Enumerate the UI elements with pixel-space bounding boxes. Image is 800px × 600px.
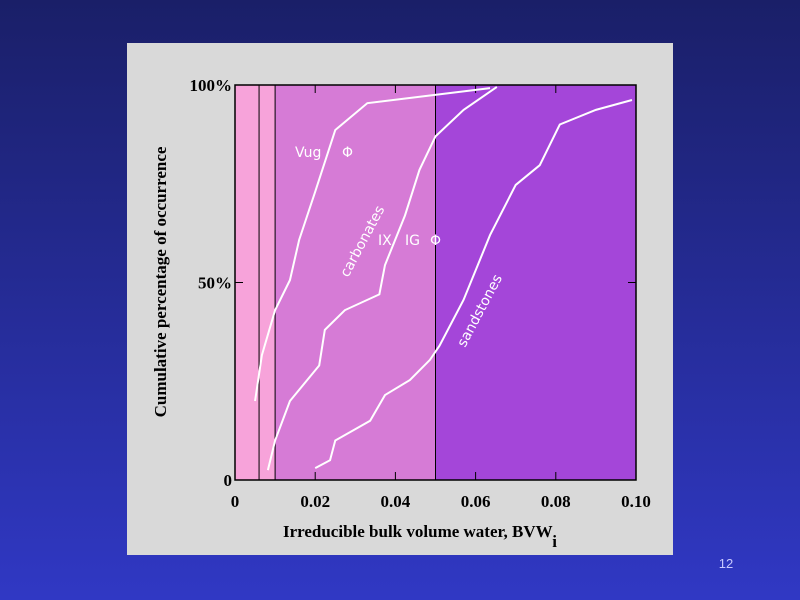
data-line	[254, 87, 491, 402]
y-tick-label: 100%	[190, 76, 233, 95]
data-line	[314, 99, 633, 470]
annotation: Φ	[342, 145, 353, 161]
x-tick-label: 0	[231, 492, 240, 511]
x-tick-label: 0.08	[541, 492, 571, 511]
x-axis-label: Irreducible bulk volume water, BVWi	[283, 522, 557, 551]
x-axis-label-subscript: i	[552, 532, 557, 551]
annotation: Vug	[295, 145, 321, 161]
y-tick-label: 0	[224, 471, 233, 490]
x-tick-label: 0.06	[461, 492, 491, 511]
annotation: Φ	[430, 233, 441, 249]
slide-number: 12	[719, 556, 733, 571]
x-tick-label: 0.10	[621, 492, 651, 511]
y-axis-label: Cumulative percentage of occurrence	[151, 146, 170, 417]
data-line	[266, 86, 498, 471]
x-axis-label-text: Irreducible bulk volume water, BVW	[283, 522, 553, 541]
y-tick-label: 50%	[198, 274, 232, 293]
chart: 0 0.02 0.04 0.06 0.08 0.10 0 50% 100% Cumulative …	[151, 76, 651, 551]
x-tick-label: 0.02	[300, 492, 330, 511]
annotation: IX	[378, 233, 392, 249]
shaded-region	[275, 85, 436, 480]
annotation: IG	[405, 233, 420, 249]
x-tick-label: 0.04	[381, 492, 411, 511]
shaded-region	[435, 85, 636, 480]
